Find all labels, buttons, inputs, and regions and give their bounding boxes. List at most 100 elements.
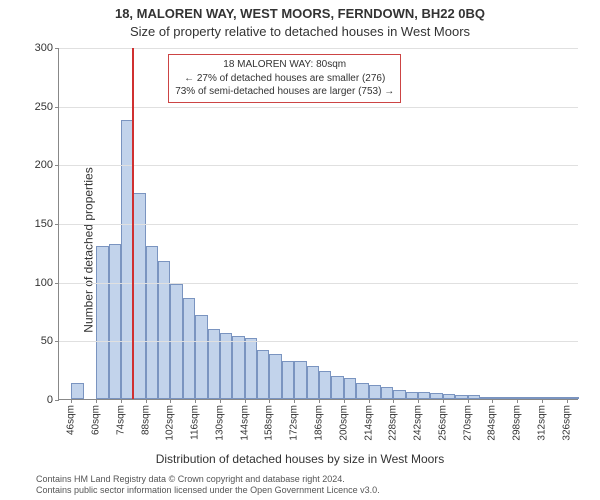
histogram-bar <box>443 394 455 399</box>
annotation-line3: 73% of semi-detached houses are larger (… <box>175 85 394 99</box>
histogram-bar <box>232 336 244 399</box>
xtick-label: 200sqm <box>338 405 349 441</box>
xtick-mark <box>245 399 246 403</box>
histogram-bar <box>195 315 207 399</box>
histogram-bar <box>331 376 343 399</box>
xtick-label: 312sqm <box>536 405 547 441</box>
xtick-mark <box>567 399 568 403</box>
chart-title-line1: 18, MALOREN WAY, WEST MOORS, FERNDOWN, B… <box>0 6 600 21</box>
gridline <box>59 165 578 166</box>
histogram-bar <box>183 298 195 399</box>
xtick-label: 158sqm <box>264 405 275 441</box>
histogram-bar <box>529 397 541 399</box>
histogram-bar <box>492 397 504 399</box>
xtick-mark <box>294 399 295 403</box>
histogram-bar <box>393 390 405 399</box>
xtick-mark <box>418 399 419 403</box>
histogram-bar <box>269 354 281 399</box>
xtick-mark <box>517 399 518 403</box>
xtick-label: 256sqm <box>437 405 448 441</box>
ytick-mark <box>55 400 59 401</box>
xtick-label: 214sqm <box>363 405 374 441</box>
histogram-bar <box>294 361 306 399</box>
histogram-bar <box>406 392 418 399</box>
gridline <box>59 341 578 342</box>
ytick-label: 150 <box>35 218 53 230</box>
xtick-label: 172sqm <box>289 405 300 441</box>
xtick-mark <box>96 399 97 403</box>
histogram-bar <box>245 338 257 399</box>
ytick-label: 100 <box>35 277 53 289</box>
annotation-line1: 18 MALOREN WAY: 80sqm <box>175 58 394 72</box>
ytick-label: 200 <box>35 159 53 171</box>
xtick-label: 270sqm <box>462 405 473 441</box>
xtick-label: 130sqm <box>214 405 225 441</box>
histogram-bar <box>505 397 517 399</box>
xtick-mark <box>71 399 72 403</box>
x-axis-label: Distribution of detached houses by size … <box>0 452 600 466</box>
histogram-bar <box>356 383 368 399</box>
ytick-label: 0 <box>47 394 53 406</box>
plot-area: 05010015020025030018 MALOREN WAY: 80sqm←… <box>58 48 578 400</box>
xtick-label: 88sqm <box>140 405 151 435</box>
annotation-box: 18 MALOREN WAY: 80sqm← 27% of detached h… <box>168 54 401 103</box>
xtick-label: 74sqm <box>115 405 126 435</box>
gridline <box>59 283 578 284</box>
histogram-bar <box>96 246 108 399</box>
xtick-mark <box>468 399 469 403</box>
ytick-mark <box>55 341 59 342</box>
xtick-mark <box>344 399 345 403</box>
gridline <box>59 224 578 225</box>
ytick-mark <box>55 48 59 49</box>
histogram-bar <box>344 378 356 399</box>
gridline <box>59 107 578 108</box>
histogram-bar <box>369 385 381 399</box>
attribution-caption: Contains HM Land Registry data © Crown c… <box>36 474 590 497</box>
xtick-label: 46sqm <box>66 405 77 435</box>
histogram-bar <box>567 397 579 399</box>
xtick-label: 298sqm <box>512 405 523 441</box>
gridline <box>59 48 578 49</box>
xtick-mark <box>492 399 493 403</box>
ytick-mark <box>55 107 59 108</box>
histogram-bar <box>158 261 170 399</box>
ytick-label: 250 <box>35 101 53 113</box>
chart-container: 18, MALOREN WAY, WEST MOORS, FERNDOWN, B… <box>0 0 600 500</box>
xtick-label: 144sqm <box>239 405 250 441</box>
histogram-bar <box>480 397 492 399</box>
xtick-label: 102sqm <box>165 405 176 441</box>
annotation-line2: ← 27% of detached houses are smaller (27… <box>175 72 394 86</box>
histogram-bar <box>220 333 232 399</box>
xtick-mark <box>269 399 270 403</box>
xtick-mark <box>121 399 122 403</box>
xtick-mark <box>369 399 370 403</box>
xtick-mark <box>393 399 394 403</box>
xtick-label: 242sqm <box>413 405 424 441</box>
xtick-label: 60sqm <box>91 405 102 435</box>
histogram-bar <box>468 395 480 399</box>
histogram-bar <box>109 244 121 399</box>
xtick-mark <box>319 399 320 403</box>
property-marker-line <box>132 48 134 399</box>
histogram-bar <box>282 361 294 399</box>
histogram-bar <box>517 397 529 399</box>
histogram-bar <box>71 383 83 399</box>
ytick-mark <box>55 283 59 284</box>
ytick-label: 50 <box>41 335 53 347</box>
ytick-mark <box>55 165 59 166</box>
histogram-bar <box>208 329 220 399</box>
ytick-mark <box>55 224 59 225</box>
xtick-label: 326sqm <box>561 405 572 441</box>
histogram-bar <box>307 366 319 399</box>
histogram-bar <box>257 350 269 399</box>
chart-title-line2: Size of property relative to detached ho… <box>0 24 600 39</box>
histogram-bar <box>146 246 158 399</box>
xtick-mark <box>195 399 196 403</box>
histogram-bar <box>455 395 467 399</box>
xtick-label: 284sqm <box>487 405 498 441</box>
xtick-mark <box>170 399 171 403</box>
histogram-bar <box>430 393 442 399</box>
histogram-bar <box>319 371 331 399</box>
xtick-mark <box>146 399 147 403</box>
histogram-bar <box>418 392 430 399</box>
